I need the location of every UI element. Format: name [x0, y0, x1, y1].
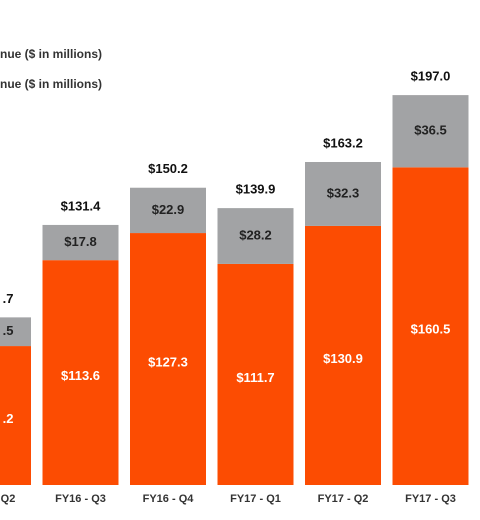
total-label: $131.4	[61, 198, 102, 213]
x-tick-label: FY17 - Q1	[230, 493, 281, 505]
legend-entry: nue ($ in millions)	[0, 77, 102, 91]
total-label: $197.0	[411, 69, 451, 84]
value-label: $113.6	[61, 368, 100, 383]
bar-segment	[392, 95, 469, 168]
total-label: $139.9	[236, 182, 276, 197]
value-label: $111.7	[236, 370, 274, 385]
bar-segment	[305, 162, 381, 226]
value-label: .5	[3, 323, 14, 338]
bar-segment	[0, 346, 31, 485]
x-tick-label: FY17 - Q3	[405, 493, 456, 505]
bar-segment	[217, 263, 294, 485]
value-label: $17.8	[64, 234, 97, 249]
x-tick-label: Q2	[1, 493, 16, 505]
value-label: $127.3	[148, 354, 188, 369]
value-label: .2	[3, 411, 14, 426]
x-tick-label: FY16 - Q4	[143, 493, 195, 505]
legend-entry: nue ($ in millions)	[0, 47, 102, 61]
value-label: $160.5	[411, 322, 451, 337]
value-label: $32.3	[327, 185, 360, 200]
bar-segment	[42, 224, 119, 261]
total-label: .7	[3, 291, 14, 306]
value-label: $22.9	[152, 202, 185, 217]
bar-segment	[392, 167, 469, 485]
x-tick-label: FY17 - Q2	[318, 493, 369, 505]
total-label: $163.2	[323, 135, 363, 150]
total-label: $150.2	[148, 161, 188, 176]
value-label: $28.2	[239, 227, 272, 242]
value-label: $36.5	[414, 123, 447, 138]
bar-segment	[130, 187, 206, 234]
bar-segment	[130, 233, 206, 485]
bar-segment	[305, 225, 381, 486]
x-tick-label: FY16 - Q3	[55, 493, 106, 505]
bar-segment	[217, 208, 294, 264]
value-label: $130.9	[323, 351, 363, 366]
bar-segment	[0, 317, 31, 347]
bar-segment	[42, 260, 119, 485]
